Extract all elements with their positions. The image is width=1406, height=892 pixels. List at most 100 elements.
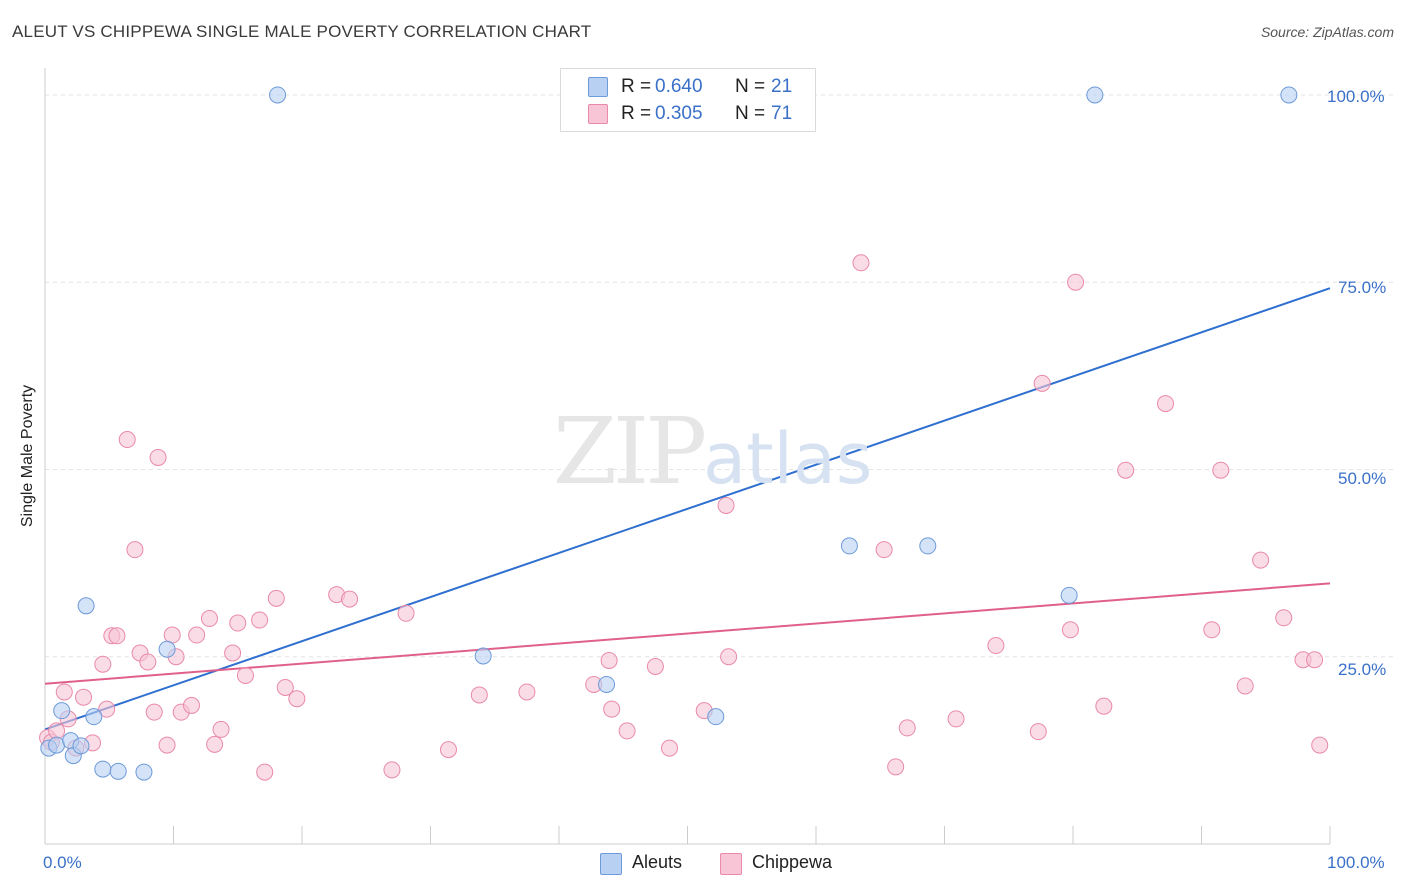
chippewa-point (1236, 677, 1254, 695)
chippewa-point (947, 710, 965, 728)
chippewa-point (256, 763, 274, 781)
aleuts-point (135, 763, 153, 781)
chippewa-point (118, 431, 136, 449)
chippewa-point (1157, 395, 1175, 413)
watermark-zip: ZIP (553, 398, 707, 505)
aleuts-point (840, 537, 858, 555)
chippewa-point (470, 686, 488, 704)
chippewa-point (887, 758, 905, 776)
aleuts-point (707, 708, 725, 726)
chippewa-point (145, 703, 163, 721)
chippewa-point (55, 683, 73, 701)
watermark-atlas: atlas (703, 418, 873, 500)
chippewa-point (108, 627, 126, 645)
chippewa-point (600, 651, 618, 669)
aleuts-point (53, 702, 71, 720)
chippewa-point (126, 541, 144, 559)
chippewa-point (163, 626, 181, 644)
aleuts-swatch (600, 853, 622, 875)
chippewa-point (206, 735, 224, 753)
chippewa-point (224, 644, 242, 662)
chippewa-point (1095, 697, 1113, 715)
chippewa-point (720, 648, 738, 666)
chippewa-point (1252, 551, 1270, 569)
chippewa-point (1029, 723, 1047, 741)
r-label: R = (621, 103, 652, 124)
chippewa-point (852, 254, 870, 272)
chippewa-point (1275, 609, 1293, 627)
chippewa-point (251, 611, 269, 629)
chippewa-point (212, 720, 230, 738)
aleuts-point (77, 597, 95, 615)
aleuts-point (1280, 86, 1298, 104)
chippewa-point (717, 496, 735, 514)
aleuts-point (72, 737, 90, 755)
chippewa-legend-label: Chippewa (752, 852, 833, 872)
aleuts-point (598, 675, 616, 693)
aleuts-swatch (588, 77, 608, 97)
aleuts-point (1060, 586, 1078, 604)
aleuts-point (48, 736, 66, 754)
chippewa-point (875, 541, 893, 559)
chippewa-point (229, 614, 247, 632)
chippewa-point (1311, 736, 1329, 754)
zipatlas-watermark: ZIPatlas (553, 398, 872, 505)
chart-title: ALEUT VS CHIPPEWA SINGLE MALE POVERTY CO… (12, 22, 592, 41)
aleuts-point (1086, 86, 1104, 104)
y-axis-title: Single Male Poverty (19, 384, 36, 528)
r-label: R = (621, 76, 652, 97)
chippewa-swatch (720, 853, 742, 875)
chippewa-point (188, 626, 206, 644)
chippewa-point (646, 657, 664, 675)
y-tick-label: 100.0% (1327, 87, 1385, 106)
n-label: N = (735, 103, 766, 124)
chippewa-point (267, 589, 285, 607)
chippewa-point (439, 741, 457, 759)
chippewa-point (200, 610, 218, 628)
chippewa-point (139, 653, 157, 671)
chippewa-point (1117, 461, 1135, 479)
chippewa-point (158, 736, 176, 754)
chippewa-n-value: 71 (771, 103, 793, 124)
aleuts-r-value: 0.640 (655, 76, 703, 97)
aleuts-point (109, 762, 127, 780)
chippewa-trend-line (44, 582, 1331, 685)
aleuts-point (85, 708, 103, 726)
aleuts-point (474, 647, 492, 665)
chippewa-point (661, 739, 679, 757)
y-tick-label: 50.0% (1338, 469, 1387, 488)
aleuts-point (919, 537, 937, 555)
aleuts-point (269, 86, 287, 104)
chippewa-point (98, 700, 116, 718)
chippewa-point (1067, 273, 1085, 291)
chippewa-point (383, 761, 401, 779)
chippewa-point (397, 604, 415, 622)
chippewa-point (987, 637, 1005, 655)
chippewa-r-value: 0.305 (655, 103, 703, 124)
n-label: N = (735, 76, 766, 97)
chippewa-swatch (588, 104, 608, 124)
aleuts-point (94, 760, 112, 778)
aleuts-legend-label: Aleuts (632, 852, 683, 872)
chippewa-point (94, 655, 112, 673)
aleuts-n-value: 21 (771, 76, 793, 97)
x-tick-label: 0.0% (43, 853, 82, 872)
chippewa-point (276, 678, 294, 696)
aleuts-point (158, 640, 176, 658)
chippewa-point (618, 722, 636, 740)
chippewa-point (518, 683, 536, 701)
chippewa-point (1212, 461, 1230, 479)
x-tick-label: 100.0% (1327, 853, 1385, 872)
chippewa-point (48, 722, 66, 740)
chippewa-point (182, 696, 200, 714)
chippewa-point (1306, 651, 1324, 669)
chippewa-point (149, 449, 167, 467)
chippewa-point (341, 590, 359, 608)
chippewa-point (1203, 621, 1221, 639)
source-credit: Source: ZipAtlas.com (1260, 24, 1394, 40)
chippewa-point (236, 666, 254, 684)
y-tick-label: 75.0% (1338, 278, 1387, 297)
chippewa-point (1061, 621, 1079, 639)
chippewa-point (603, 700, 621, 718)
